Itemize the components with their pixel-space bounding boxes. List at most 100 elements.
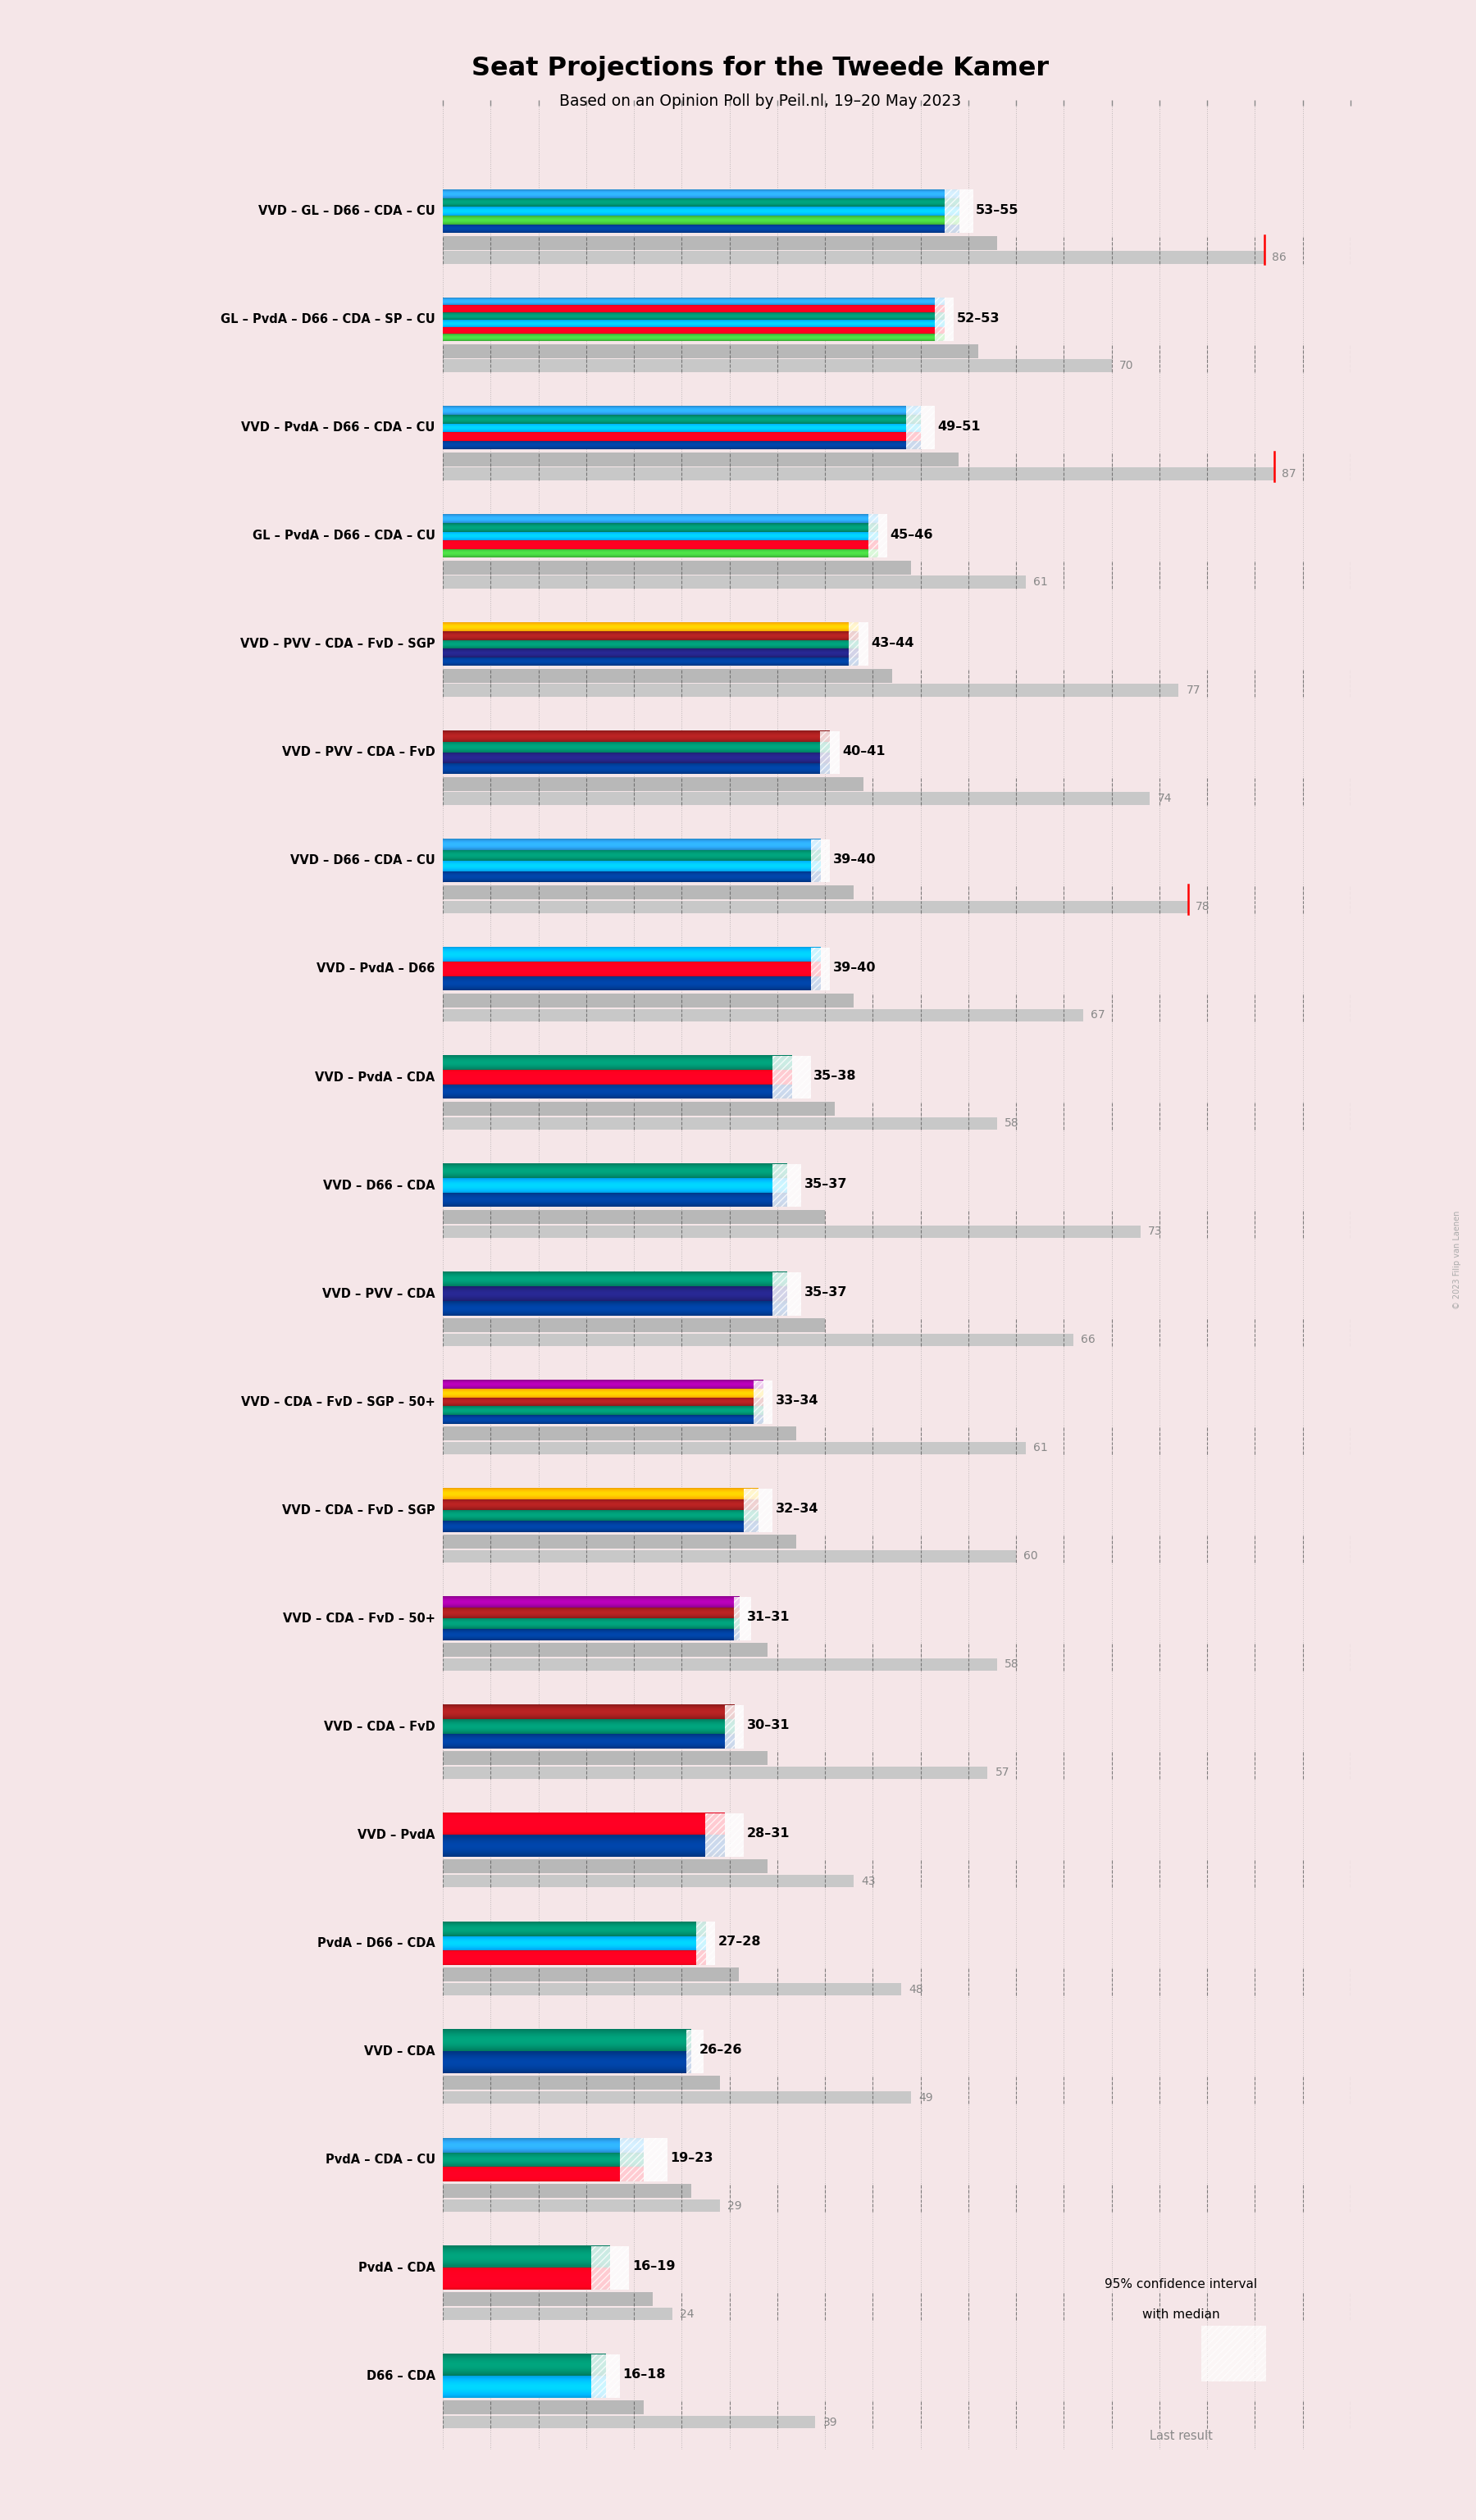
- Bar: [443, 1767, 987, 1779]
- Bar: [443, 1116, 996, 1129]
- Text: 77: 77: [1187, 685, 1200, 696]
- Text: 58: 58: [1005, 1116, 1018, 1129]
- Bar: [1201, 2326, 1266, 2381]
- Text: 57: 57: [995, 1767, 1010, 1779]
- Text: 87: 87: [1281, 469, 1296, 479]
- Bar: [443, 1983, 902, 1996]
- Text: 74: 74: [1157, 794, 1172, 804]
- Bar: [706, 1814, 744, 1857]
- Text: 95% confidence interval: 95% confidence interval: [1104, 2278, 1258, 2291]
- Bar: [590, 2354, 620, 2397]
- Text: 40–41: 40–41: [843, 746, 886, 756]
- Text: VVD – CDA – FvD – 50+: VVD – CDA – FvD – 50+: [283, 1613, 435, 1625]
- Text: 29: 29: [728, 2200, 742, 2213]
- Bar: [443, 1426, 797, 1441]
- Bar: [443, 900, 1188, 912]
- Bar: [443, 993, 853, 1008]
- Bar: [443, 2200, 720, 2213]
- Bar: [443, 252, 1265, 265]
- Bar: [443, 683, 1178, 696]
- Text: 58: 58: [1005, 1658, 1018, 1671]
- Bar: [744, 1489, 772, 1532]
- Bar: [443, 1643, 768, 1656]
- Text: 39–40: 39–40: [832, 963, 875, 973]
- Bar: [443, 1535, 797, 1550]
- Text: VVD – PVV – CDA – FvD – SGP: VVD – PVV – CDA – FvD – SGP: [241, 638, 435, 650]
- Bar: [443, 575, 1026, 587]
- Bar: [443, 1210, 825, 1225]
- Text: 30–31: 30–31: [747, 1719, 790, 1731]
- Text: 70: 70: [1119, 360, 1134, 370]
- Bar: [810, 839, 830, 882]
- Bar: [443, 2076, 720, 2089]
- Text: 61: 61: [1033, 577, 1048, 587]
- Bar: [934, 297, 953, 340]
- Text: PvdA – CDA: PvdA – CDA: [359, 2263, 435, 2273]
- Bar: [810, 948, 830, 990]
- Text: VVD – D66 – CDA: VVD – D66 – CDA: [323, 1179, 435, 1192]
- Text: 78: 78: [1196, 902, 1210, 912]
- Bar: [443, 2308, 672, 2321]
- Bar: [686, 2029, 704, 2074]
- Bar: [443, 469, 1274, 481]
- Bar: [590, 2245, 629, 2291]
- Text: 31–31: 31–31: [747, 1610, 790, 1623]
- Bar: [443, 1658, 996, 1671]
- Bar: [443, 1860, 768, 1872]
- Text: 86: 86: [1272, 252, 1287, 262]
- Text: 27–28: 27–28: [717, 1935, 762, 1948]
- Bar: [772, 1056, 810, 1099]
- Text: VVD – PvdA – D66: VVD – PvdA – D66: [317, 963, 435, 975]
- Text: VVD – PvdA: VVD – PvdA: [357, 1830, 435, 1842]
- Bar: [443, 1318, 825, 1333]
- Bar: [443, 451, 959, 466]
- Bar: [772, 1273, 801, 1315]
- Text: VVD – PvdA – D66 – CDA – CU: VVD – PvdA – D66 – CDA – CU: [242, 421, 435, 433]
- Text: Seat Projections for the Tweede Kamer: Seat Projections for the Tweede Kamer: [471, 55, 1049, 81]
- Bar: [697, 1923, 714, 1966]
- Bar: [443, 1751, 768, 1764]
- Text: 24: 24: [680, 2308, 694, 2321]
- Text: PvdA – D66 – CDA: PvdA – D66 – CDA: [317, 1938, 435, 1950]
- Text: VVD – CDA – FvD: VVD – CDA – FvD: [323, 1721, 435, 1734]
- Bar: [443, 1225, 1141, 1237]
- Bar: [443, 668, 892, 683]
- Text: 33–34: 33–34: [775, 1394, 818, 1406]
- Bar: [443, 1333, 1073, 1346]
- Text: VVD – PVV – CDA: VVD – PVV – CDA: [322, 1288, 435, 1300]
- Text: 35–38: 35–38: [813, 1068, 856, 1081]
- Text: VVD – GL – D66 – CDA – CU: VVD – GL – D66 – CDA – CU: [258, 204, 435, 217]
- Bar: [443, 1008, 1083, 1021]
- Text: 39: 39: [824, 2417, 837, 2427]
- Text: with median: with median: [1142, 2308, 1219, 2321]
- Text: 52–53: 52–53: [956, 312, 999, 325]
- Text: 45–46: 45–46: [890, 529, 933, 542]
- Text: 73: 73: [1148, 1225, 1162, 1237]
- Bar: [772, 1164, 801, 1207]
- Bar: [443, 2185, 691, 2197]
- Text: 43: 43: [862, 1875, 875, 1887]
- Text: VVD – CDA: VVD – CDA: [365, 2046, 435, 2056]
- Bar: [443, 2092, 911, 2104]
- Text: VVD – PvdA – CDA: VVD – PvdA – CDA: [316, 1071, 435, 1084]
- Bar: [443, 559, 911, 575]
- Bar: [443, 2417, 815, 2429]
- Bar: [443, 1101, 834, 1116]
- Bar: [443, 1968, 739, 1981]
- Bar: [443, 2293, 652, 2306]
- Bar: [443, 360, 1111, 373]
- Text: VVD – PVV – CDA – FvD: VVD – PVV – CDA – FvD: [282, 746, 435, 759]
- Text: Based on an Opinion Poll by Peil.nl, 19–20 May 2023: Based on an Opinion Poll by Peil.nl, 19–…: [559, 93, 961, 108]
- Text: 35–37: 35–37: [804, 1285, 847, 1298]
- Text: 48: 48: [909, 1983, 924, 1996]
- Bar: [945, 189, 973, 232]
- Text: 61: 61: [1033, 1441, 1048, 1454]
- Bar: [821, 731, 840, 774]
- Text: VVD – D66 – CDA – CU: VVD – D66 – CDA – CU: [291, 854, 435, 867]
- Bar: [734, 1598, 751, 1641]
- Text: 35–37: 35–37: [804, 1177, 847, 1189]
- Text: GL – PvdA – D66 – CDA – SP – CU: GL – PvdA – D66 – CDA – SP – CU: [220, 312, 435, 325]
- Text: Last result: Last result: [1150, 2429, 1212, 2442]
- Bar: [443, 1550, 1015, 1562]
- Text: 16–18: 16–18: [623, 2369, 666, 2381]
